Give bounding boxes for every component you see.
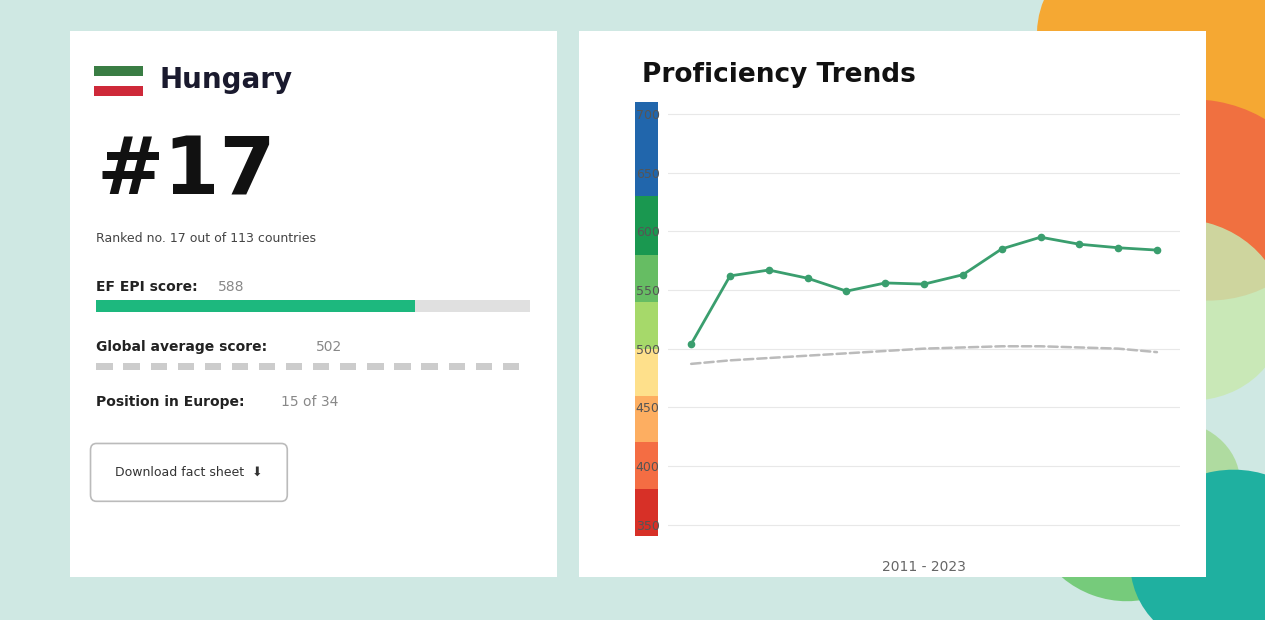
Text: Hungary: Hungary <box>159 66 292 94</box>
Bar <box>96 300 415 312</box>
Text: Position in Europe:: Position in Europe: <box>96 395 245 409</box>
Bar <box>449 363 464 370</box>
Bar <box>421 363 438 370</box>
Ellipse shape <box>1037 0 1265 178</box>
Ellipse shape <box>1085 219 1265 401</box>
Text: Global average score:: Global average score: <box>96 340 267 355</box>
Ellipse shape <box>1101 420 1240 540</box>
Bar <box>502 363 519 370</box>
Ellipse shape <box>1031 439 1209 601</box>
Bar <box>635 302 658 348</box>
Text: EF EPI score:: EF EPI score: <box>96 280 199 294</box>
Bar <box>259 363 276 370</box>
Bar <box>635 255 658 302</box>
Ellipse shape <box>1131 470 1265 620</box>
Ellipse shape <box>1002 43 1179 197</box>
Bar <box>395 363 411 370</box>
Bar <box>94 86 143 97</box>
Text: #17: #17 <box>96 134 276 212</box>
Bar <box>635 443 658 489</box>
Bar <box>151 363 167 370</box>
Bar <box>635 102 658 196</box>
Bar <box>96 363 113 370</box>
Text: 502: 502 <box>315 340 342 355</box>
Bar <box>231 363 248 370</box>
Bar <box>635 489 658 536</box>
Text: 588: 588 <box>218 280 244 294</box>
Bar <box>124 363 139 370</box>
Bar <box>177 363 194 370</box>
Ellipse shape <box>1080 99 1265 301</box>
FancyBboxPatch shape <box>571 23 1214 585</box>
Bar <box>94 66 143 76</box>
Bar <box>314 363 329 370</box>
Text: Proficiency Trends: Proficiency Trends <box>641 61 916 87</box>
Text: Ranked no. 17 out of 113 countries: Ranked no. 17 out of 113 countries <box>96 232 316 245</box>
Bar <box>340 363 357 370</box>
Bar <box>94 76 143 86</box>
Bar <box>635 196 658 255</box>
Bar <box>635 348 658 396</box>
FancyBboxPatch shape <box>91 443 287 502</box>
Text: Download fact sheet  ⬇: Download fact sheet ⬇ <box>115 466 263 479</box>
Text: 2011 - 2023: 2011 - 2023 <box>882 560 966 574</box>
Bar <box>476 363 492 370</box>
FancyBboxPatch shape <box>62 23 564 585</box>
Bar <box>96 300 530 312</box>
Bar <box>635 396 658 443</box>
Text: 15 of 34: 15 of 34 <box>281 395 339 409</box>
Bar <box>205 363 221 370</box>
Bar <box>286 363 302 370</box>
Bar <box>367 363 383 370</box>
